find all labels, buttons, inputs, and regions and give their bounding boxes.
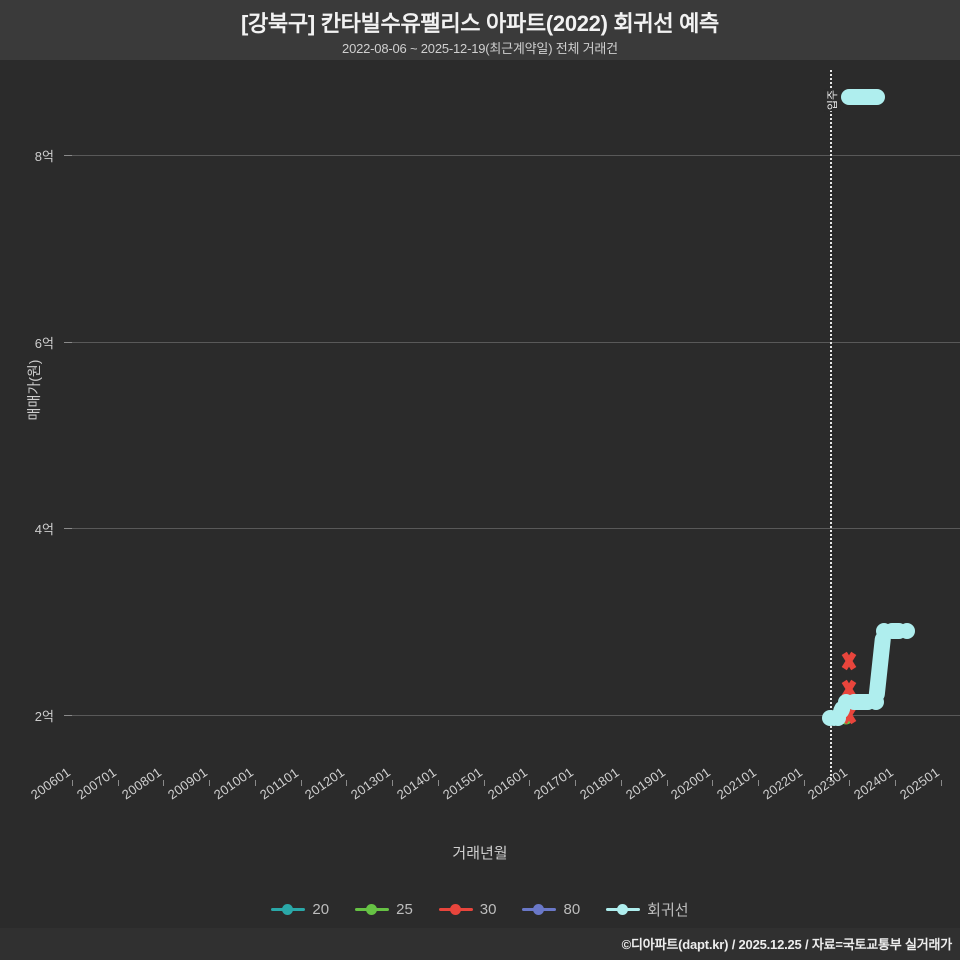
- x-tick-mark: [484, 780, 485, 786]
- x-tick-mark: [804, 780, 805, 786]
- x-tick-mark: [941, 780, 942, 786]
- regression-forecast-segment: [841, 89, 885, 105]
- y-axis-title: 매매가(원): [26, 359, 42, 421]
- x-tick-mark: [209, 780, 210, 786]
- gridline-y: [72, 528, 960, 529]
- legend-label: 회귀선: [647, 901, 689, 919]
- legend-item-25[interactable]: 25: [355, 901, 413, 918]
- gridline-y: [72, 342, 960, 343]
- regression-line-segment: [845, 693, 877, 710]
- x-tick-mark: [712, 780, 713, 786]
- chart-footer: ©디아파트(dapt.kr) / 2025.12.25 / 자료=국토교통부 실…: [0, 928, 960, 960]
- y-tick-label: 4억: [34, 522, 54, 537]
- x-tick-label: 200601: [28, 764, 74, 803]
- footer-credit: ©디아파트(dapt.kr) / 2025.12.25 / 자료=국토교통부 실…: [621, 937, 953, 952]
- gridline-y: [72, 155, 960, 156]
- x-tick-mark: [163, 780, 164, 786]
- x-axis-title: 거래년월: [452, 845, 508, 862]
- plot-area: [72, 62, 960, 780]
- gridline-y: [72, 715, 960, 716]
- legend-swatch-icon: [438, 903, 473, 915]
- legend-label: 80: [563, 900, 581, 918]
- legend-label: 25: [396, 900, 413, 918]
- legend-swatch-icon: [355, 903, 390, 915]
- x-tick-mark: [895, 780, 896, 786]
- legend-swatch-icon: [522, 903, 557, 915]
- y-tick-label: 8억: [34, 149, 54, 164]
- page-subtitle: 2022-08-06 ~ 2025-12-19(최근계약일) 전체 거래건: [342, 41, 618, 56]
- regression-line-segment: [883, 622, 907, 639]
- legend-item-80[interactable]: 80: [522, 901, 580, 918]
- y-tick-mark: [64, 715, 72, 716]
- x-tick-mark: [118, 780, 119, 786]
- legend-item-20[interactable]: 20: [271, 901, 329, 918]
- event-label: 입주: [824, 88, 841, 112]
- regression-line-segment: [830, 710, 839, 727]
- chart-header: [강북구] 칸타빌수유팰리스 아파트(2022) 회귀선 예측 2022-08-…: [0, 0, 960, 60]
- x-tick-mark: [255, 780, 256, 786]
- legend-label: 30: [479, 900, 497, 918]
- x-tick-mark: [301, 780, 302, 786]
- y-tick-label: 2억: [34, 709, 54, 724]
- event-vertical-line: [830, 70, 832, 780]
- x-tick-mark: [529, 780, 530, 786]
- x-tick-mark: [392, 780, 393, 786]
- x-tick-mark: [346, 780, 347, 786]
- legend-item-30[interactable]: 30: [438, 900, 497, 918]
- y-tick-mark: [64, 342, 72, 343]
- y-tick-label: 6억: [34, 336, 54, 351]
- x-tick-mark: [438, 780, 439, 786]
- x-tick-mark: [575, 780, 576, 786]
- x-tick-mark: [849, 780, 850, 786]
- legend-swatch-icon: [271, 903, 306, 915]
- data-point-x-marker: [840, 652, 858, 670]
- y-tick-mark: [64, 528, 72, 529]
- x-tick-mark: [621, 780, 622, 786]
- chart-legend: 20 25 30 80 회귀선: [0, 893, 960, 925]
- x-tick-mark: [667, 780, 668, 786]
- legend-label: 20: [312, 900, 330, 918]
- x-tick-mark: [758, 780, 759, 786]
- legend-swatch-icon: [606, 903, 641, 915]
- x-tick-mark: [72, 780, 73, 786]
- legend-item-회귀선[interactable]: 회귀선: [606, 899, 689, 920]
- page-title: [강북구] 칸타빌수유팰리스 아파트(2022) 회귀선 예측: [241, 11, 719, 36]
- y-tick-mark: [64, 155, 72, 156]
